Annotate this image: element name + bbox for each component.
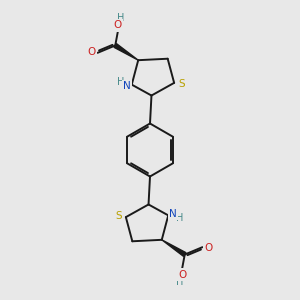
Text: S: S — [178, 79, 185, 89]
Polygon shape — [162, 240, 186, 256]
Text: O: O — [204, 243, 212, 253]
Text: O: O — [113, 20, 122, 30]
Polygon shape — [114, 44, 138, 60]
Text: O: O — [88, 47, 96, 57]
Text: N: N — [124, 81, 131, 91]
Text: N: N — [169, 209, 176, 219]
Text: H: H — [117, 14, 124, 23]
Text: H: H — [176, 277, 183, 286]
Text: H: H — [117, 77, 124, 87]
Text: S: S — [115, 211, 122, 221]
Text: H: H — [176, 213, 183, 223]
Text: O: O — [178, 269, 187, 280]
